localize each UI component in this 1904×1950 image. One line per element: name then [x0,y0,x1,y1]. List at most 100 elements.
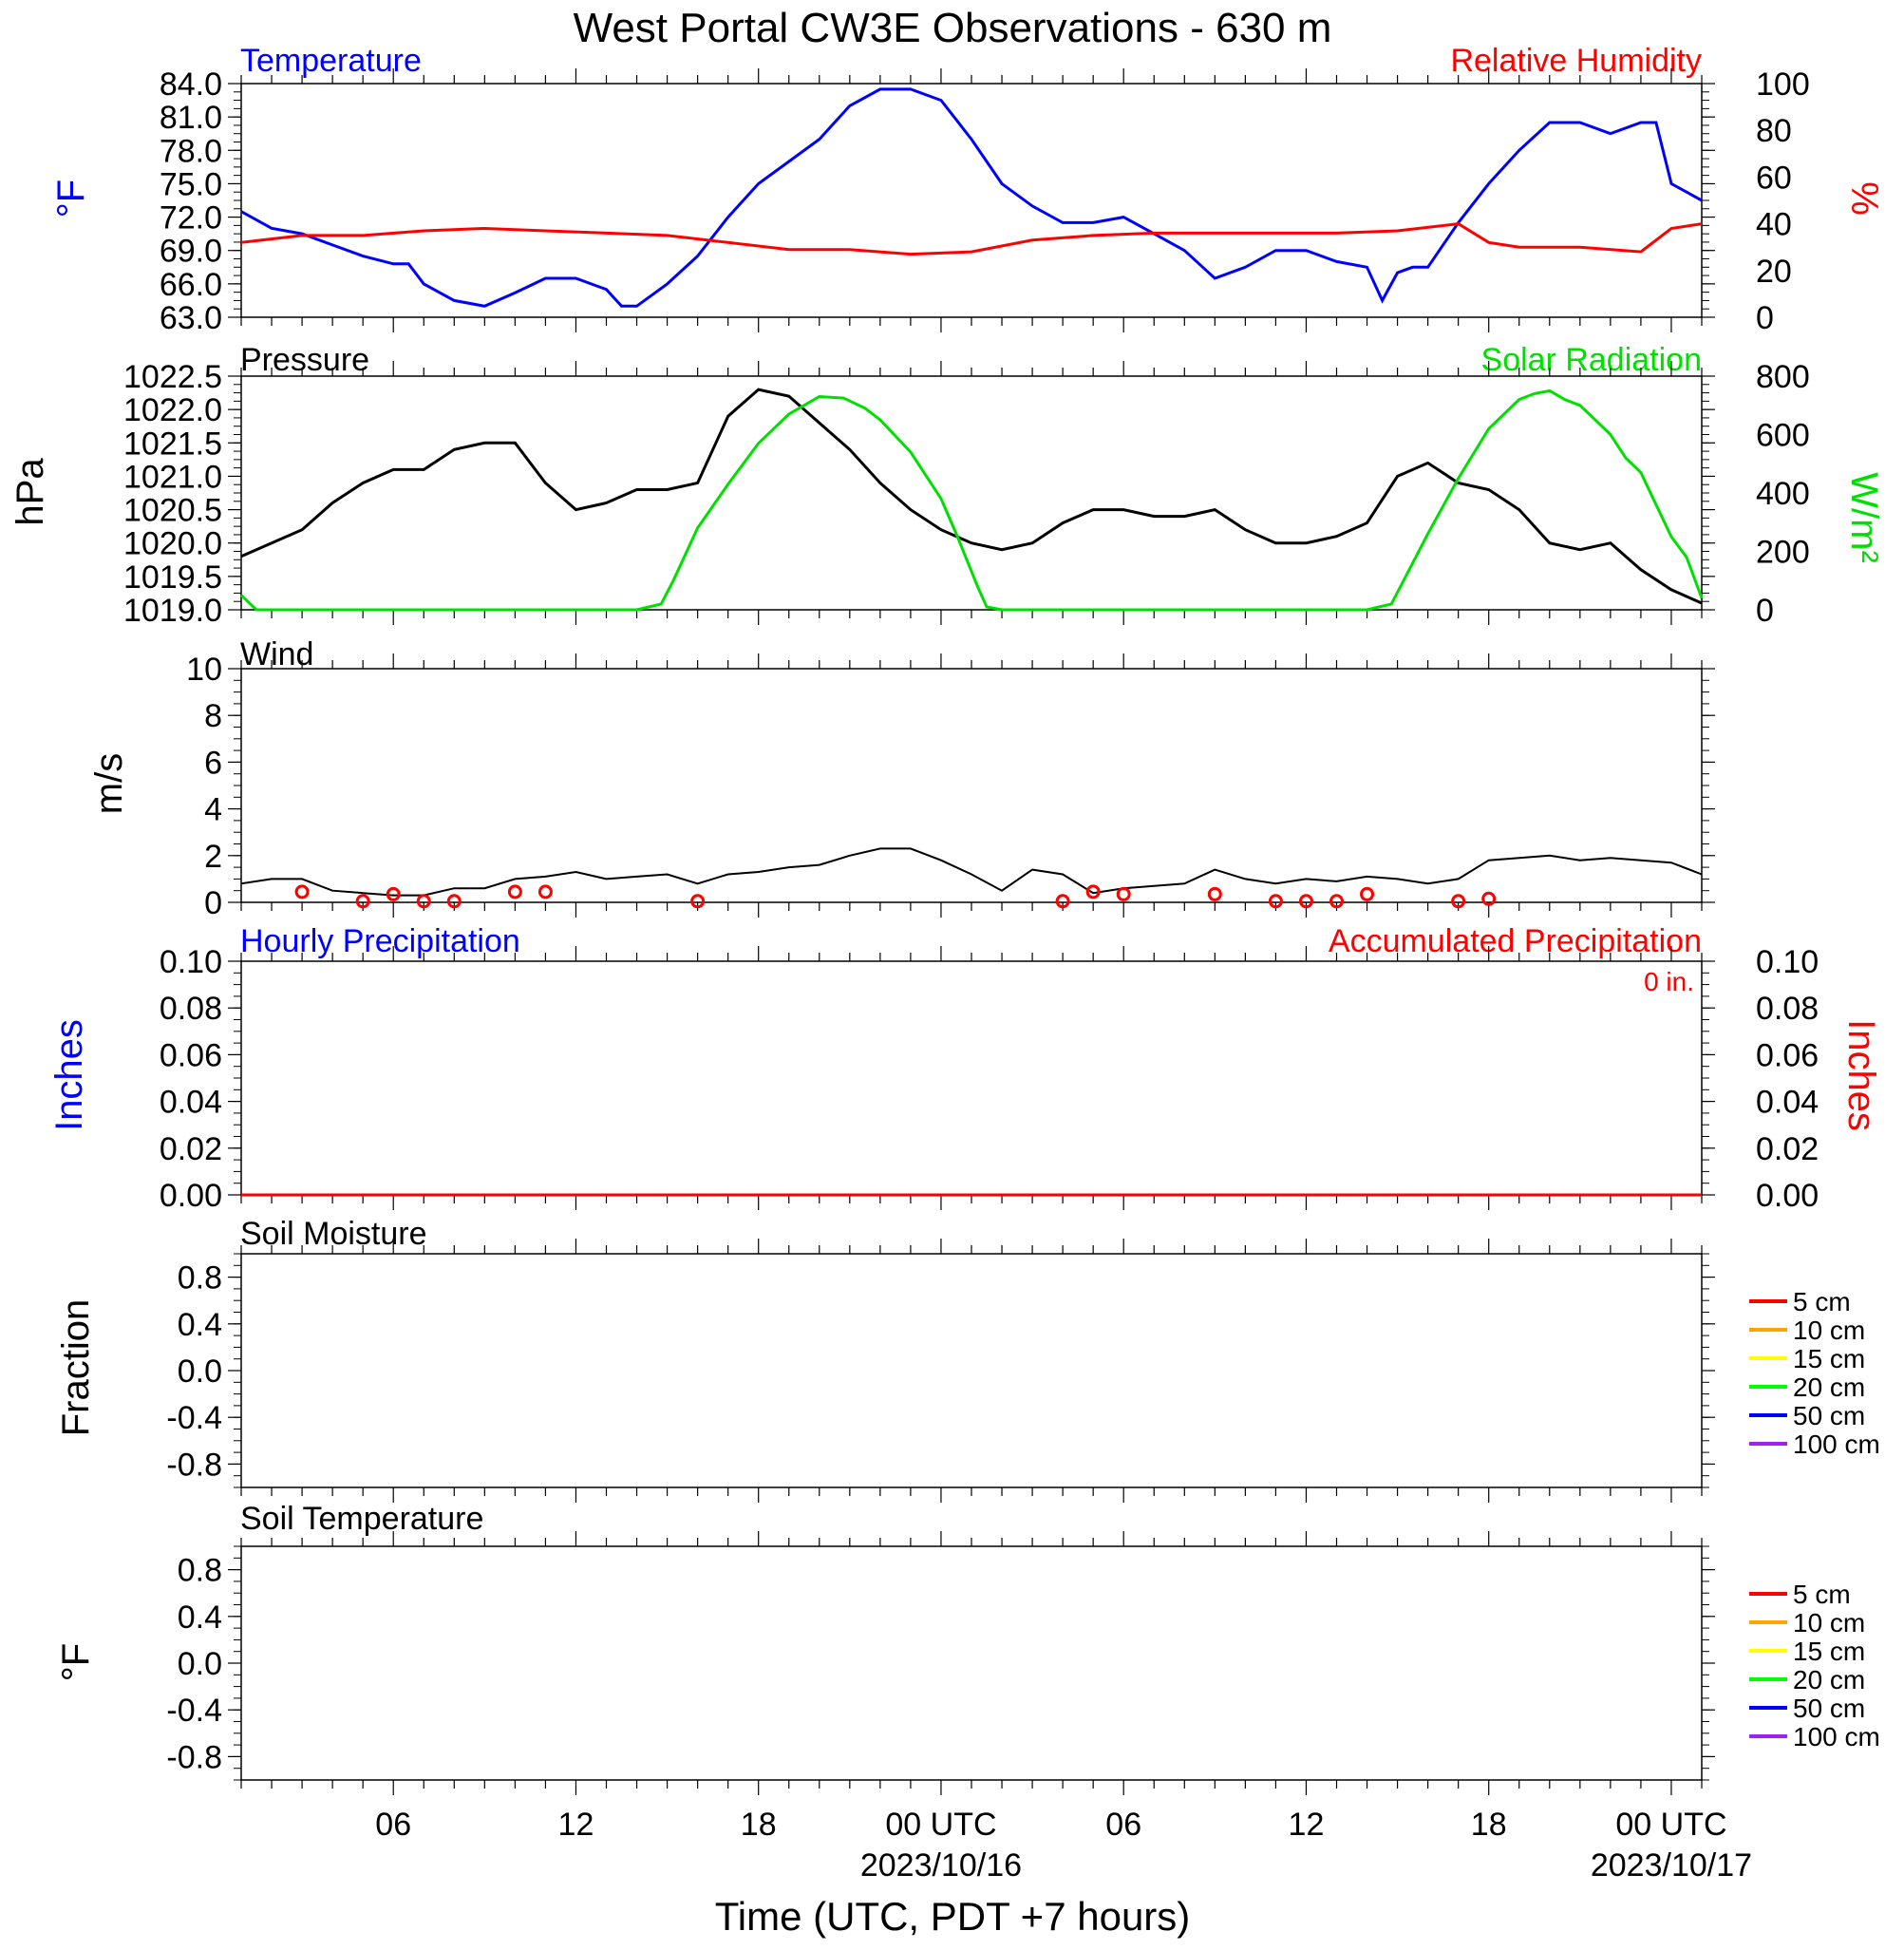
y-tick-label: 63.0 [160,300,222,336]
soil-moisture-axis-unit: Fraction [55,1299,97,1437]
y2-tick-label: 0.00 [1756,1178,1819,1214]
soil_moisture-frame [240,1253,1703,1488]
y-tick-label: 0.08 [160,991,222,1027]
y-tick-label: 2 [204,839,222,875]
wind-speed-line [240,847,1703,897]
legend-label: 10 cm [1793,1316,1865,1345]
soil-temperature-panel: Soil Temperature °F -0.8 -0.4 0.0 0.4 0.8 5 … [55,1501,1880,1795]
x-tick-label: 12 [1289,1807,1325,1843]
soil-moisture-panel: Soil Moisture Fraction -0.8 -0.4 0.0 0.4 0.8… [55,1216,1880,1503]
wind-calm-marker [537,884,553,899]
wind-label: Wind [240,636,313,672]
accum-precip-total: 0 in. [1644,967,1694,996]
y-tick-label: 1021.5 [123,426,222,462]
x-date-label: 2023/10/16 [860,1847,1022,1884]
y-tick-label: 1020.5 [123,493,222,529]
y2-tick-label: 20 [1756,254,1792,290]
wind-calm-marker [1268,894,1283,909]
y-tick-label: 0.04 [160,1085,222,1121]
y-tick-label: 0.4 [178,1600,222,1636]
y-tick-label: 1022.5 [123,359,222,395]
wind-calm-marker [355,894,370,909]
y-tick-label: 81.0 [160,100,222,136]
wind-axis-unit: m/s [88,753,130,814]
y2-tick-label: 100 [1756,66,1810,103]
y2-tick-label: 0 [1756,300,1774,336]
y2-tick-label: 0.08 [1756,991,1819,1027]
pressure-axis-unit: hPa [9,458,51,526]
wind-calm-marker [1329,894,1344,909]
wind-calm-marker [1085,884,1101,899]
x-tick-label: 00 UTC [1615,1807,1726,1843]
legend-label: 15 cm [1793,1344,1865,1373]
accum-precip-label: Accumulated Precipitation [1329,923,1702,959]
temperature-axis-unit: °F [50,180,92,218]
pressure-label: Pressure [240,342,369,378]
y-tick-label: -0.8 [166,1447,222,1483]
y-tick-label: 78.0 [160,133,222,169]
legend-label: 50 cm [1793,1694,1865,1723]
x-tick-label: 06 [1105,1807,1141,1843]
y-tick-label: -0.4 [166,1693,222,1729]
legend-label: 50 cm [1793,1401,1865,1430]
x-tick-label: 00 UTC [885,1807,996,1843]
accum-precip-axis-unit: Inches [1840,1019,1882,1131]
y-tick-label: 69.0 [160,234,222,270]
x-tick-label: 18 [741,1807,777,1843]
solar-radiation-label: Solar Radiation [1481,342,1702,378]
y-tick-label: 6 [204,745,222,781]
legend-label: 15 cm [1793,1637,1865,1666]
wind-calm-marker [416,894,431,909]
soil-temperature-axis-unit: °F [55,1643,97,1681]
temperature-humidity-panel: Temperature Relative Humidity °F % 63.06… [50,43,1885,336]
y-tick-label: 0.0 [178,1354,222,1390]
y2-tick-label: 60 [1756,160,1792,196]
soil-temperature-ticks: -0.8 -0.4 0.0 0.4 0.8 [166,1531,1715,1795]
x-date-label: 2023/10/17 [1591,1847,1752,1884]
legend-label: 20 cm [1793,1373,1865,1402]
y2-tick-label: 0.06 [1756,1037,1819,1073]
time-axis: 06 12 18 00 UTC 2023/10/16 06 12 18 00 UTC 2023/1… [375,1807,1752,1884]
wind-calm-marker [294,884,310,899]
hourly-precip-label: Hourly Precipitation [240,923,520,959]
legend-label: 10 cm [1793,1608,1865,1638]
wind-calm-marker [1481,891,1497,906]
precipitation-panel: Hourly Precipitation Accumulated Precipi… [48,923,1882,1214]
x-tick-label: 06 [375,1807,411,1843]
wind-calm-marker [1360,886,1375,901]
wind-barbs [294,884,1497,909]
x-tick-label: 12 [558,1807,594,1843]
y-tick-label: 1019.5 [123,559,222,596]
y-tick-label: 1022.0 [123,392,222,428]
y-tick-label: -0.4 [166,1400,222,1436]
y2-tick-label: 200 [1756,535,1810,571]
y-tick-label: 0.02 [160,1131,222,1167]
legend-label: 100 cm [1793,1722,1880,1751]
wind-calm-marker [446,894,462,909]
y2-tick-label: 400 [1756,476,1810,512]
wind-ticks: 0 2 4 6 8 10 [186,652,1715,921]
y-tick-label: 0.4 [178,1307,222,1343]
y-tick-label: 84.0 [160,66,222,103]
y2-tick-label: 0.10 [1756,944,1819,980]
y-tick-label: 0.00 [160,1178,222,1214]
wind-calm-marker [690,894,706,909]
y2-tick-label: 0.04 [1756,1085,1819,1121]
y-tick-label: 8 [204,698,222,734]
precipitation-ticks: 0.00 0.02 0.04 0.06 0.08 0.10 0.00 0.02 0.04 0.06… [160,944,1819,1214]
relative-humidity-label: Relative Humidity [1450,43,1702,79]
y-tick-label: 1019.0 [123,593,222,629]
y-tick-label: 0.8 [178,1553,222,1589]
humidity-axis-unit: % [1843,181,1885,216]
solar-axis-unit: W/m² [1843,472,1885,563]
temperature-line [240,87,1703,308]
y-tick-label: 72.0 [160,200,222,237]
y-tick-label: 0.10 [160,944,222,980]
hourly-precip-axis-unit: Inches [48,1019,90,1131]
wind-calm-marker [1451,894,1466,909]
wind-frame [240,668,1703,903]
precip-frame [240,960,1703,1196]
wind-calm-marker [1298,894,1313,909]
pressure-solar-panel: Pressure Solar Radiation hPa W/m² 1019.0… [9,342,1885,629]
